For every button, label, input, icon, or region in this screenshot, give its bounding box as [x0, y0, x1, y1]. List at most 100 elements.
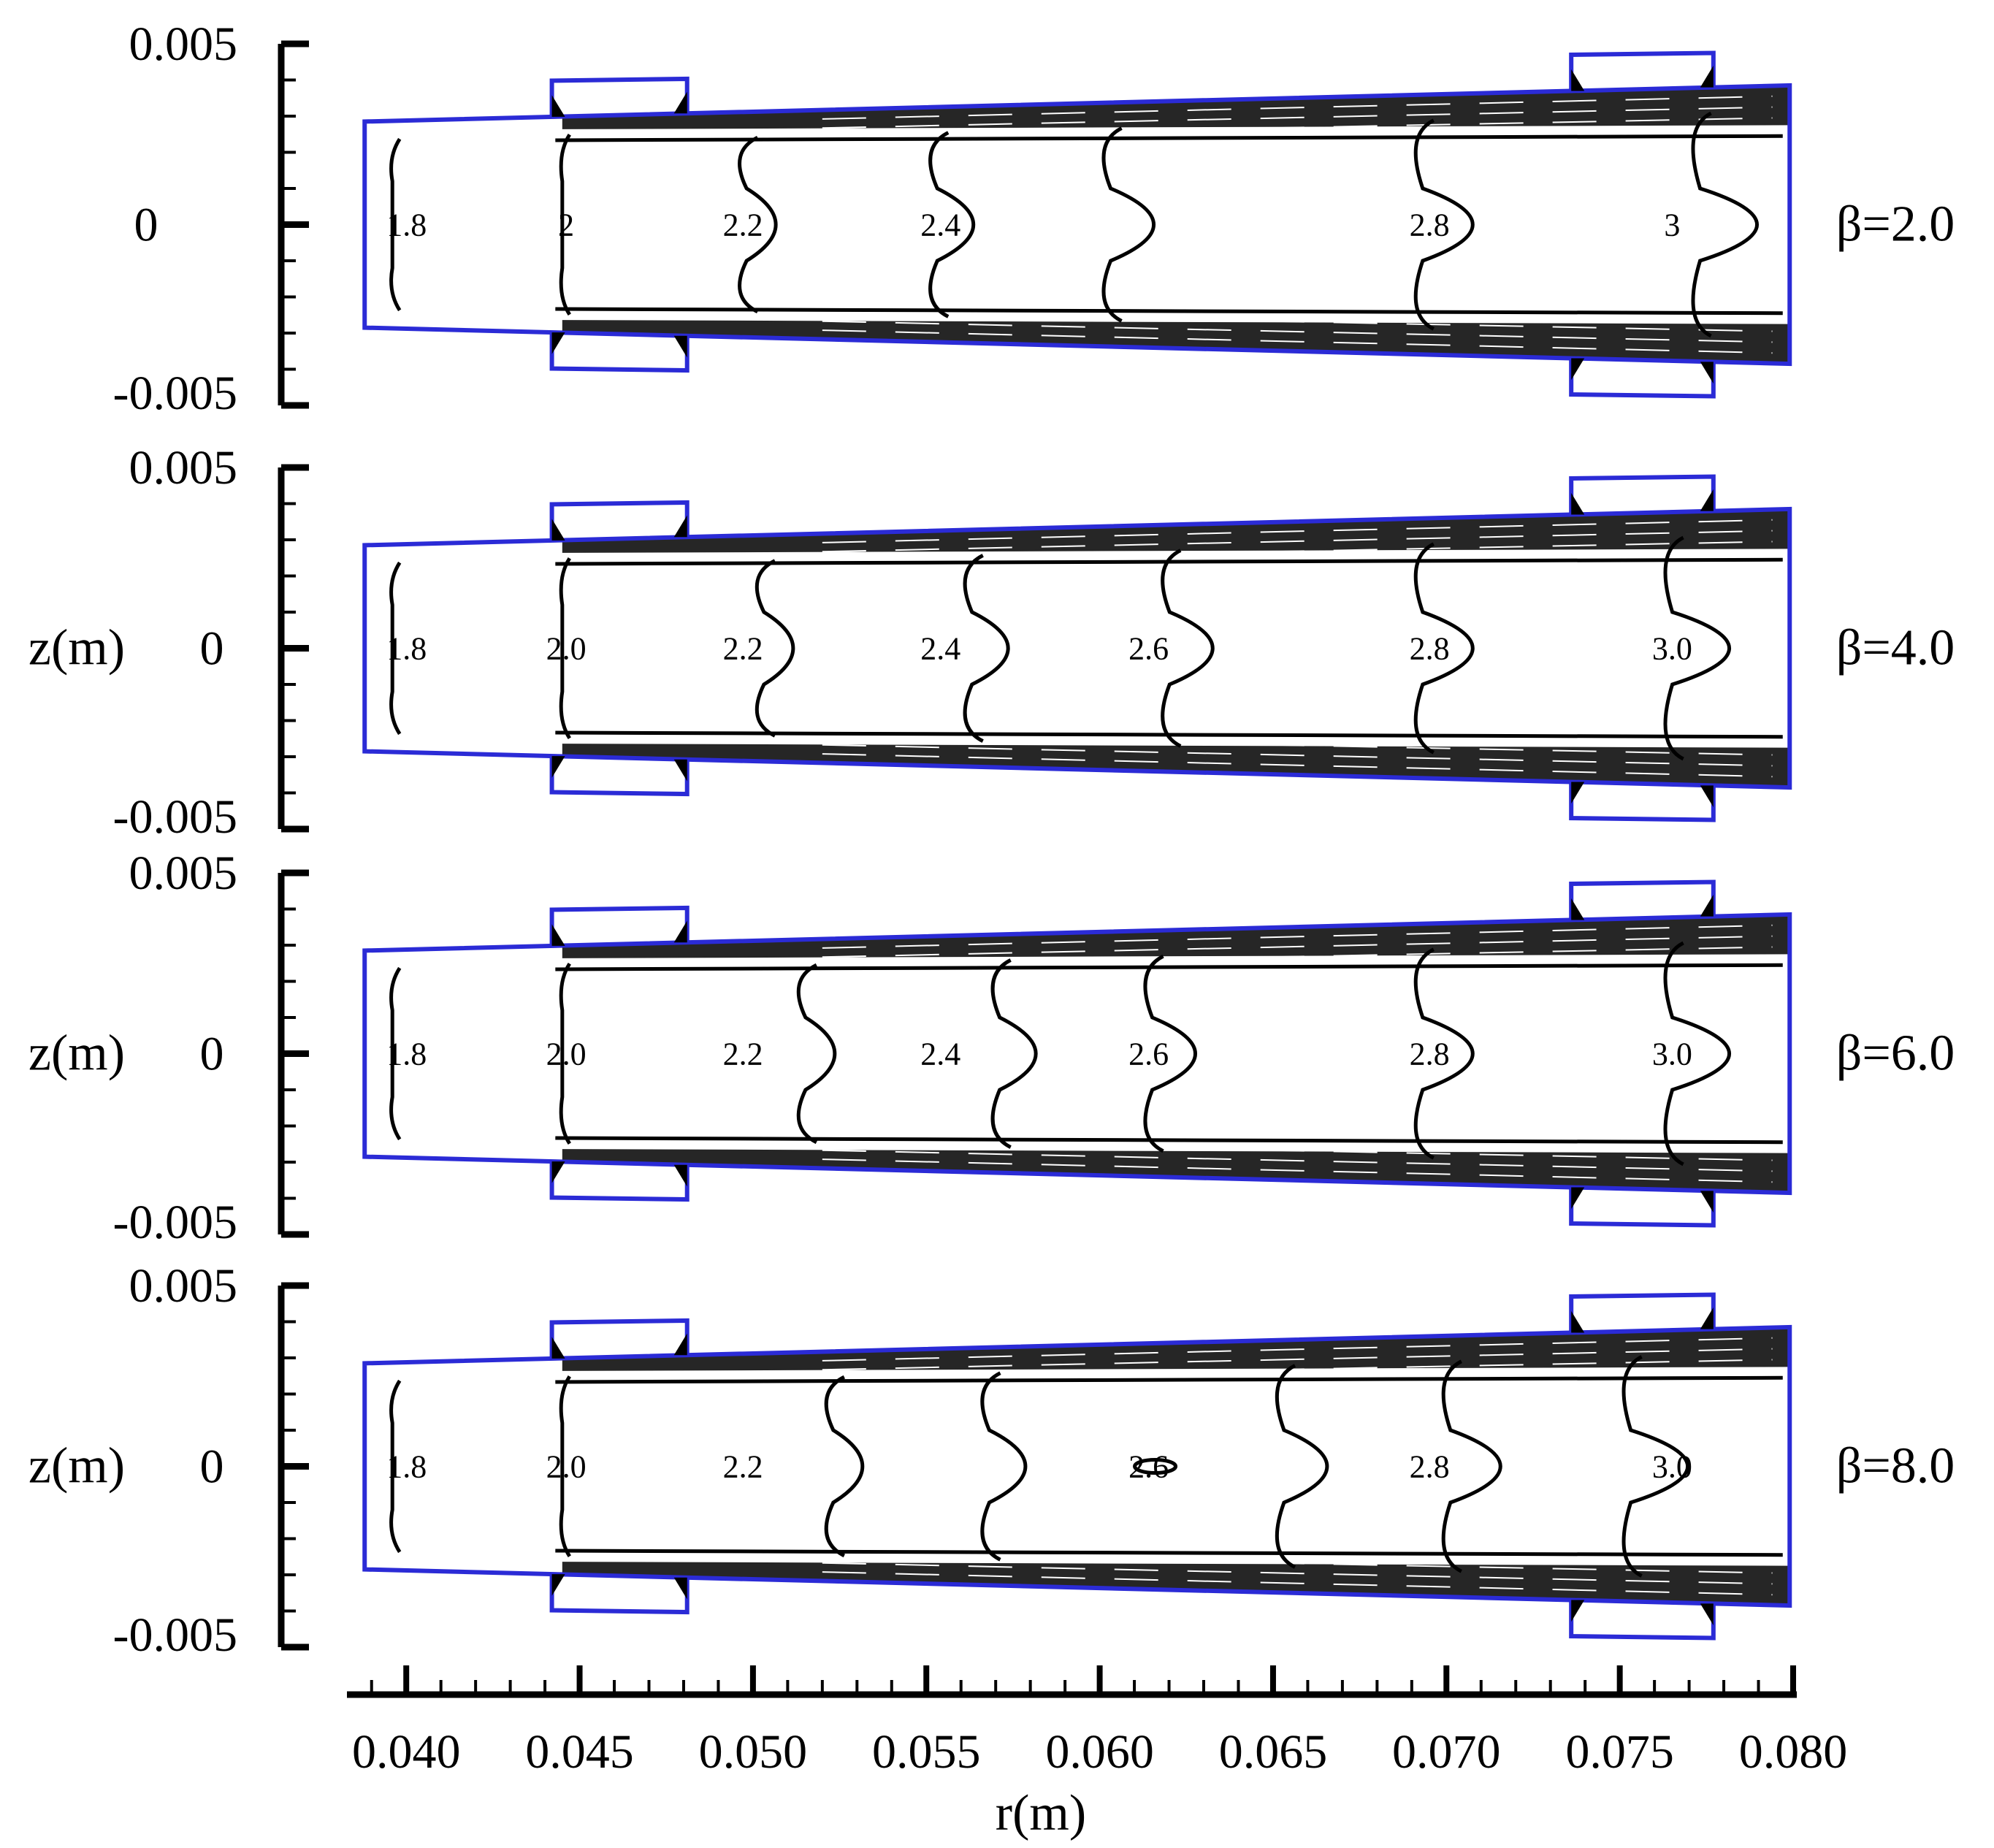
slot-wedge [551, 1337, 565, 1359]
channel-boundary [362, 83, 1792, 367]
contour-line-2 [559, 133, 571, 316]
band-streak [822, 1337, 1773, 1362]
contour-label: 2.2 [723, 1449, 763, 1485]
contour-line-2.8 [1413, 118, 1475, 331]
y-tick-label: 0 [134, 199, 158, 252]
band-streak [822, 1158, 1773, 1183]
slot-wedge [1571, 492, 1585, 515]
beta-label: β=4.0 [1836, 620, 1955, 676]
x-tick-label: 0.040 [352, 1725, 461, 1779]
channel-boundary [362, 912, 1792, 1196]
contour-line-2 [559, 962, 571, 1145]
slot-wedge [1700, 785, 1714, 808]
slot-wedge [1700, 489, 1714, 511]
x-axis-title: r(m) [996, 1785, 1086, 1841]
slot-wedge [551, 332, 565, 354]
contour-label: 1.8 [386, 207, 427, 243]
blade-slot-outline [1569, 1292, 1716, 1333]
band-streak [822, 320, 1773, 343]
slot-wedge [551, 756, 565, 778]
contour-line-2.2 [824, 1375, 865, 1558]
band-streak [822, 924, 1773, 949]
slot-wedge [673, 1164, 687, 1187]
contour-line-2.4 [963, 554, 1010, 743]
blade-slot-outline [1569, 474, 1716, 515]
slot-wedge [673, 920, 687, 943]
slot-wedge [1571, 782, 1585, 804]
wall-band-bottom [562, 744, 1790, 788]
blade-slot-outline [549, 905, 690, 946]
contour-island [1133, 1458, 1178, 1475]
slot-wedge [551, 1574, 565, 1596]
contour-line-2.6 [1161, 549, 1215, 748]
slot-wedge [1571, 358, 1585, 381]
slot-wedge [1571, 898, 1585, 920]
blade-slot-outline [549, 500, 690, 541]
wall-band-top [562, 914, 1790, 958]
band-streak [822, 1562, 1773, 1585]
contour-line-3 [1621, 1355, 1690, 1578]
slot-wedge [673, 759, 687, 782]
slot-wedge [673, 91, 687, 114]
x-tick-label: 0.050 [699, 1725, 808, 1779]
slot-wedge [673, 335, 687, 358]
contour-label: 2.0 [546, 1449, 587, 1485]
blade-slot-outline [1569, 358, 1716, 399]
contour-line-1.8 [389, 561, 402, 736]
y-axis-title: z(m) [28, 1026, 125, 1082]
panel-4: 0.005 0 -0.005 z(m) β=8.0 1.8 2.0 2.2 2.6 2.8 3.0 [28, 1259, 1955, 1662]
x-tick-label: 0.065 [1219, 1725, 1328, 1779]
wall-band-top [562, 85, 1790, 129]
contour-line-2.8 [1413, 542, 1475, 755]
y-tick-label: 0.005 [129, 441, 238, 495]
contour-label: 1.8 [386, 1036, 427, 1072]
contour-label: 2.6 [1128, 631, 1169, 667]
contour-line-2.4 [990, 958, 1038, 1149]
contour-line-1.8 [389, 137, 402, 312]
x-tick-label: 0.060 [1045, 1725, 1154, 1779]
contour-label: 1.8 [386, 631, 427, 667]
band-streak [822, 95, 1773, 120]
y-tick-label: 0.005 [129, 18, 238, 71]
y-tick-label: 0 [200, 1440, 224, 1494]
x-tick-label: 0.055 [872, 1725, 981, 1779]
band-streak [822, 1553, 1773, 1574]
panel-1: 0.005 0 -0.005 β=2.0 1.8 2 2.2 2.4 2.8 3 [113, 18, 1955, 420]
contour-line-3 [1663, 535, 1732, 761]
y-tick-label: -0.005 [113, 367, 237, 420]
wall-band-bottom [562, 320, 1790, 364]
slot-wedge [551, 95, 565, 117]
slot-wedge [1700, 362, 1714, 384]
contour-line-2 [559, 1375, 571, 1558]
contour-line-2.2 [738, 135, 778, 314]
contour-line-3 [1663, 941, 1732, 1167]
contour-label: 2.8 [1410, 631, 1450, 667]
blade-slot-outline [1569, 1187, 1716, 1228]
blade-slot-outline [549, 756, 690, 797]
band-streak [822, 1149, 1773, 1172]
slot-wedge [1700, 1191, 1714, 1213]
panel-3: 0.005 0 -0.005 z(m) β=6.0 1.8 2.0 2.2 2.4 2.6 2.8 3… [28, 847, 1955, 1249]
band-streak [822, 1571, 1773, 1596]
wall-band-top [562, 508, 1790, 553]
band-streak [822, 946, 1773, 967]
y-tick-label: 0 [200, 622, 224, 676]
contour-label: 2.0 [546, 631, 587, 667]
band-streak [822, 519, 1773, 543]
contour-line-2.6 [1101, 126, 1155, 323]
contour-label: 2.6 [1128, 1449, 1169, 1485]
blade-slot-outline [549, 1161, 690, 1202]
blade-slot-outline [549, 76, 690, 117]
y-tick-label: 0.005 [129, 1259, 238, 1313]
contour-line-2.4 [928, 131, 976, 318]
slot-wedge [1571, 1310, 1585, 1333]
wall-band-top [562, 1326, 1790, 1371]
contour-line-2 [559, 557, 571, 740]
slot-wedge [673, 515, 687, 538]
inner-contour-bottom [555, 307, 1783, 316]
slot-wedge [1571, 1600, 1585, 1622]
panels-group: 0.005 0 -0.005 β=2.0 1.8 2 2.2 2.4 2.8 3 0.005 0 -0.… [28, 18, 1955, 1662]
contour-line-2.4 [980, 1371, 1028, 1562]
contour-line-2.6 [1275, 1364, 1329, 1569]
